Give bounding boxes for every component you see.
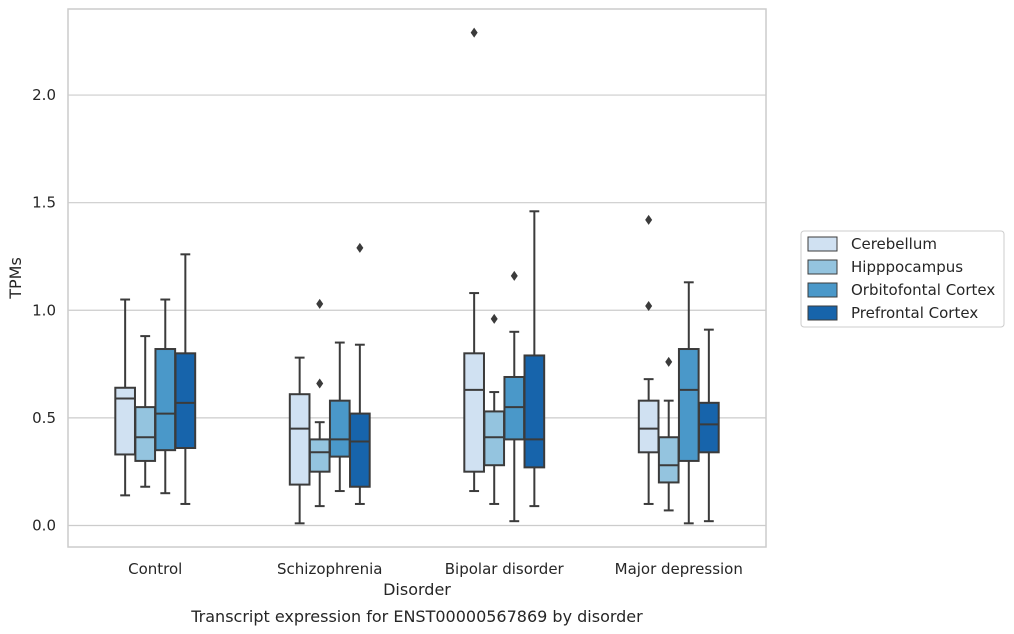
box	[134, 406, 157, 462]
chart-caption: Transcript expression for ENST0000056786…	[190, 607, 643, 626]
y-tick-label: 0.5	[32, 409, 56, 427]
outlier-point	[645, 214, 653, 225]
outlier-point	[470, 27, 478, 38]
legend-label: Hipppocampus	[851, 258, 963, 276]
outlier-point	[665, 356, 673, 367]
outlier-point	[645, 300, 653, 311]
outlier-point	[356, 242, 364, 253]
box-group	[174, 253, 197, 505]
box-group	[308, 298, 331, 508]
box	[463, 352, 485, 473]
box	[523, 354, 546, 469]
x-tick-label: Schizophrenia	[277, 560, 382, 578]
x-tick-label: Bipolar disorder	[445, 560, 565, 578]
legend-swatch	[807, 259, 838, 275]
box-group	[288, 356, 311, 525]
legend-swatch	[807, 305, 838, 321]
box-group	[657, 356, 680, 512]
box-group	[523, 210, 546, 508]
box	[174, 352, 197, 450]
outlier-point	[316, 298, 324, 309]
box	[288, 393, 311, 486]
box	[483, 410, 506, 467]
box	[328, 399, 351, 458]
y-tick-label: 1.0	[32, 301, 56, 319]
y-tick-label: 2.0	[32, 86, 56, 104]
y-tick-labels: 0.0 0.5 1.0 1.5 2.0	[32, 86, 56, 534]
legend: Cerebellum Hipppocampus Orbitofontal Corte…	[800, 230, 1005, 328]
box-group	[698, 328, 720, 523]
legend-label: Orbitofontal Cortex	[851, 281, 995, 299]
x-tick-label: Control	[128, 560, 182, 578]
y-tick-label: 0.0	[32, 516, 56, 534]
box-group	[483, 313, 506, 505]
box-group	[503, 270, 526, 523]
legend-frame	[800, 230, 1005, 328]
x-tick-label: Major depression	[615, 560, 743, 578]
box-group	[154, 298, 177, 495]
box-group	[677, 281, 700, 525]
x-tick-labels: Control Schizophrenia Bipolar disorder Majo…	[128, 560, 743, 578]
legend-label: Cerebellum	[851, 235, 937, 253]
legend-swatch	[807, 282, 838, 298]
box-group	[134, 335, 157, 488]
legend-swatch	[807, 236, 838, 252]
box	[503, 375, 526, 441]
legend-label: Prefrontal Cortex	[851, 304, 978, 322]
boxes	[114, 27, 720, 525]
box-group	[637, 214, 660, 505]
box	[349, 412, 371, 488]
outlier-point	[510, 270, 518, 281]
box-group	[114, 298, 136, 497]
box	[698, 401, 720, 454]
y-axis-label: TPMs	[6, 257, 25, 300]
y-tick-label: 1.5	[32, 194, 56, 212]
box	[637, 399, 660, 454]
outlier-point	[316, 378, 324, 389]
box-group	[328, 341, 351, 493]
box	[308, 438, 331, 473]
box-group	[463, 27, 485, 493]
outlier-point	[490, 313, 498, 324]
box-group	[349, 242, 371, 505]
box	[154, 348, 177, 452]
x-axis-label: Disorder	[383, 580, 451, 599]
plot-frame	[67, 8, 767, 548]
box	[677, 348, 700, 462]
box	[657, 436, 680, 484]
